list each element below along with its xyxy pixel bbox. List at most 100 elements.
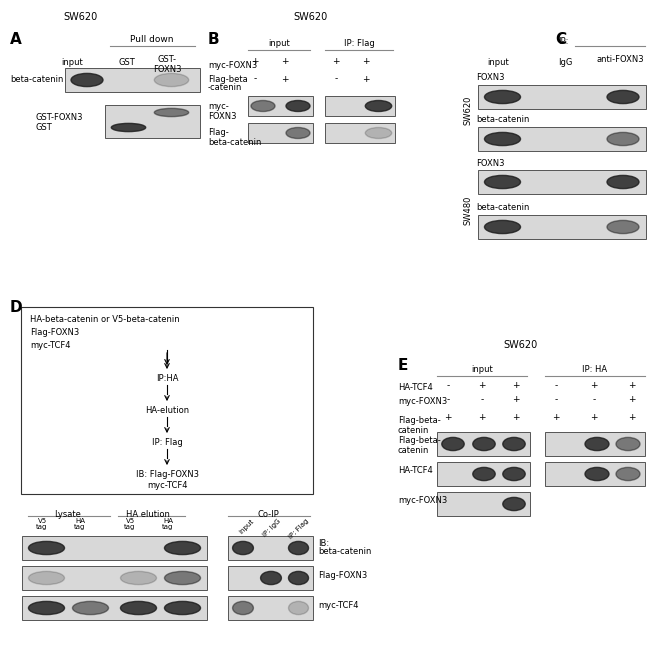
Bar [228, 596, 313, 620]
Text: -catenin: -catenin [208, 83, 242, 93]
Text: myc-FOXN3: myc-FOXN3 [398, 496, 447, 505]
Text: myc-TCF4: myc-TCF4 [30, 341, 70, 350]
Ellipse shape [607, 220, 639, 234]
Bar [22, 566, 207, 590]
Text: HA-TCF4: HA-TCF4 [398, 384, 433, 392]
Ellipse shape [120, 572, 157, 585]
Ellipse shape [484, 220, 521, 234]
Ellipse shape [73, 601, 109, 614]
Text: SW620: SW620 [503, 340, 537, 350]
Text: Co-IP: Co-IP [257, 510, 279, 519]
Text: -: - [334, 74, 337, 83]
Text: beta-catenin: beta-catenin [476, 116, 529, 124]
Text: Flag-FOXN3: Flag-FOXN3 [30, 328, 79, 337]
Text: SW620: SW620 [63, 12, 97, 22]
Ellipse shape [473, 467, 495, 481]
Ellipse shape [289, 572, 309, 585]
Text: myc-
FOXN3: myc- FOXN3 [208, 102, 237, 121]
Text: IB:: IB: [318, 539, 329, 547]
Ellipse shape [289, 541, 309, 555]
Text: Flag-FOXN3: Flag-FOXN3 [318, 572, 367, 581]
Ellipse shape [365, 101, 392, 112]
Ellipse shape [607, 133, 639, 146]
Text: myc-TCF4: myc-TCF4 [147, 481, 187, 490]
Text: beta-catenin: beta-catenin [318, 547, 371, 556]
Text: input: input [471, 365, 493, 374]
Bar [437, 432, 530, 456]
Ellipse shape [29, 541, 64, 555]
Text: FOXN3: FOXN3 [476, 74, 504, 83]
Text: Flag-beta-
catenin: Flag-beta- catenin [398, 416, 441, 435]
Text: +: + [512, 413, 520, 422]
Text: myc-TCF4: myc-TCF4 [318, 602, 359, 610]
Text: C: C [555, 32, 566, 47]
Ellipse shape [164, 572, 200, 585]
Ellipse shape [29, 572, 64, 585]
Text: myc-FOXN3: myc-FOXN3 [398, 397, 447, 407]
Bar [437, 462, 530, 486]
Ellipse shape [120, 601, 157, 614]
Text: -: - [592, 396, 595, 405]
Text: input: input [268, 39, 290, 48]
Text: -: - [447, 396, 450, 405]
Ellipse shape [616, 438, 640, 451]
Bar [228, 566, 313, 590]
Ellipse shape [233, 601, 254, 614]
Text: +: + [332, 57, 340, 66]
Text: IP: IgG: IP: IgG [262, 518, 282, 538]
Text: IB: Flag-FOXN3: IB: Flag-FOXN3 [135, 470, 198, 479]
Ellipse shape [164, 541, 200, 555]
Ellipse shape [111, 124, 146, 131]
Text: +: + [590, 413, 598, 422]
Bar [437, 492, 530, 516]
Text: myc-FOXN3: myc-FOXN3 [208, 60, 257, 70]
Text: +: + [252, 57, 259, 66]
Text: beta-catenin: beta-catenin [476, 204, 529, 212]
Text: E: E [398, 358, 408, 373]
Ellipse shape [503, 438, 525, 451]
Bar [65, 68, 200, 92]
Text: IgG: IgG [558, 58, 572, 67]
Ellipse shape [286, 127, 310, 139]
Ellipse shape [442, 438, 464, 451]
Text: GST: GST [118, 58, 135, 67]
Text: GST-FOXN3: GST-FOXN3 [35, 112, 83, 122]
Ellipse shape [164, 601, 200, 614]
Ellipse shape [289, 601, 309, 614]
Text: GST-
FOXN3: GST- FOXN3 [153, 55, 181, 74]
Text: input: input [238, 518, 255, 535]
Text: HA-beta-catenin or V5-beta-catenin: HA-beta-catenin or V5-beta-catenin [30, 315, 179, 324]
Text: B: B [208, 32, 220, 47]
Text: -: - [447, 382, 450, 390]
Text: -: - [554, 382, 558, 390]
Bar [478, 215, 646, 239]
Ellipse shape [71, 74, 103, 87]
Ellipse shape [607, 175, 639, 189]
Ellipse shape [585, 438, 609, 451]
Text: GST: GST [35, 124, 52, 133]
Text: +: + [362, 74, 370, 83]
Text: Lysate: Lysate [55, 510, 81, 519]
Text: HA
tag: HA tag [162, 518, 174, 530]
Text: +: + [590, 382, 598, 390]
Text: Flag-beta: Flag-beta [208, 76, 248, 85]
Text: +: + [281, 74, 289, 83]
Text: D: D [10, 300, 23, 315]
Text: HA
tag: HA tag [74, 518, 86, 530]
Text: +: + [629, 396, 636, 405]
Bar [228, 536, 313, 560]
Bar [478, 127, 646, 151]
Text: +: + [629, 382, 636, 390]
Text: +: + [478, 413, 486, 422]
Ellipse shape [484, 91, 521, 104]
Bar [478, 170, 646, 194]
Text: IP:HA: IP:HA [156, 374, 178, 383]
Text: -: - [480, 396, 484, 405]
Text: IP: HA: IP: HA [582, 365, 608, 374]
Text: FOXN3: FOXN3 [476, 158, 504, 168]
Ellipse shape [484, 133, 521, 146]
Text: input: input [487, 58, 509, 67]
Text: SW620: SW620 [463, 95, 473, 125]
Text: SW620: SW620 [293, 12, 327, 22]
Text: Pull down: Pull down [130, 35, 174, 44]
